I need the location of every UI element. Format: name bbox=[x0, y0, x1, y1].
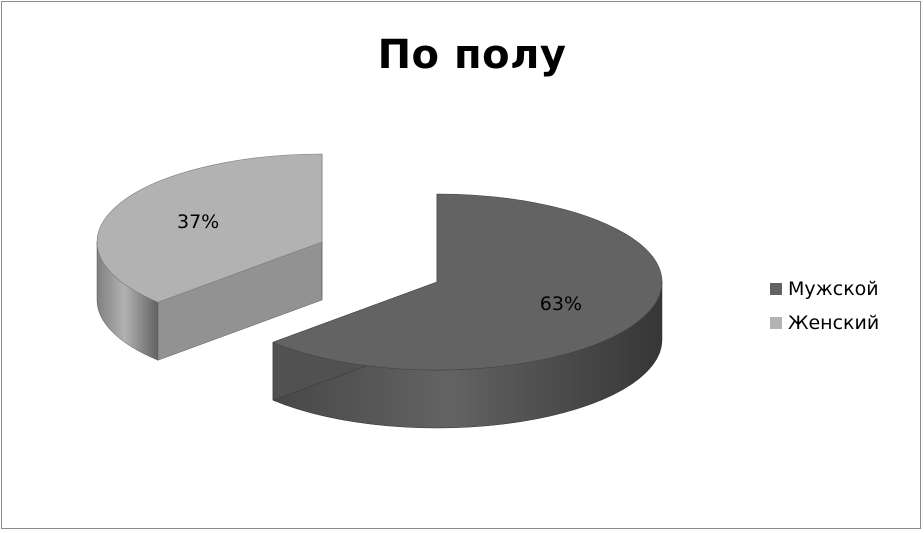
legend-label-male: Мужской bbox=[788, 278, 879, 300]
pie-slice-Женский bbox=[96, 153, 323, 303]
pie-layer: 63% 37% bbox=[96, 153, 663, 429]
pie-slice-Мужской bbox=[272, 193, 663, 371]
legend-swatch-female bbox=[770, 317, 782, 329]
chart-legend: Мужской Женский bbox=[770, 272, 879, 340]
chart-title: По полу bbox=[377, 32, 567, 78]
legend-swatch-male bbox=[770, 283, 782, 295]
legend-label-female: Женский bbox=[788, 312, 880, 334]
legend-item-male: Мужской bbox=[770, 272, 879, 306]
legend-item-female: Женский bbox=[770, 306, 879, 340]
data-label-1: 37% bbox=[177, 211, 219, 233]
data-label-0: 63% bbox=[540, 293, 582, 315]
